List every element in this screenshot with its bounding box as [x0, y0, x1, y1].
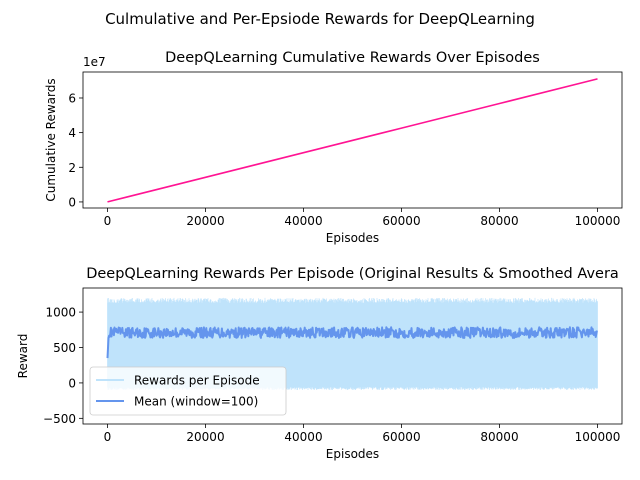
- y-tick-label: −500: [43, 412, 76, 426]
- x-tick-label: 20000: [186, 214, 224, 228]
- axes-title: DeepQLearning Rewards Per Episode (Origi…: [86, 266, 619, 282]
- x-tick-label: 0: [104, 430, 112, 444]
- legend-label: Rewards per Episode: [134, 374, 260, 388]
- y-tick-label: 4: [68, 126, 76, 140]
- legend-box: [89, 366, 287, 416]
- rewards-per-episode-chart: 0 20000 40000 60000 80000 100000 −500 0 500 1000 D…: [16, 266, 623, 461]
- cumulative-rewards-chart: 0 20000 40000 60000 80000 100000 0 2 4 6 DeepQLear…: [44, 50, 623, 245]
- y-tick-label: 0: [68, 195, 76, 209]
- plot-area: [107, 78, 598, 203]
- y-axis-label: Reward: [16, 334, 30, 379]
- x-axis-label: Episodes: [326, 447, 379, 461]
- x-tick-label: 80000: [480, 214, 518, 228]
- y-offset-text: 1e7: [83, 55, 106, 69]
- x-tick-label: 60000: [382, 430, 420, 444]
- x-tick-label: 60000: [382, 214, 420, 228]
- y-tick-label: 0: [68, 376, 76, 390]
- plot-area: [106, 297, 598, 390]
- y-axis-label: Cumulative Rewards: [44, 78, 58, 201]
- x-tick-label: 100000: [575, 430, 621, 444]
- cumulative-rewards-line: [107, 78, 598, 203]
- axes-frame: [82, 287, 623, 425]
- y-tick-label: 6: [68, 91, 76, 105]
- legend: Rewards per Episode Mean (window=100): [89, 366, 287, 416]
- x-tick-label: 100000: [575, 214, 621, 228]
- figure-suptitle: Culmulative and Per-Epsiode Rewards for …: [105, 10, 535, 28]
- y-tick-label: 500: [53, 341, 76, 355]
- y-tick-label: 1000: [45, 306, 76, 320]
- x-tick-label: 80000: [480, 430, 518, 444]
- x-tick-label: 40000: [284, 430, 322, 444]
- axes-frame: [82, 71, 623, 209]
- x-axis-label: Episodes: [326, 231, 379, 245]
- y-tick-label: 2: [68, 161, 76, 175]
- x-tick-label: 0: [104, 214, 112, 228]
- x-tick-label: 20000: [186, 430, 224, 444]
- mean-window-series: [106, 326, 598, 359]
- legend-label: Mean (window=100): [134, 395, 258, 409]
- x-tick-label: 40000: [284, 214, 322, 228]
- axes-title: DeepQLearning Cumulative Rewards Over Ep…: [165, 50, 540, 66]
